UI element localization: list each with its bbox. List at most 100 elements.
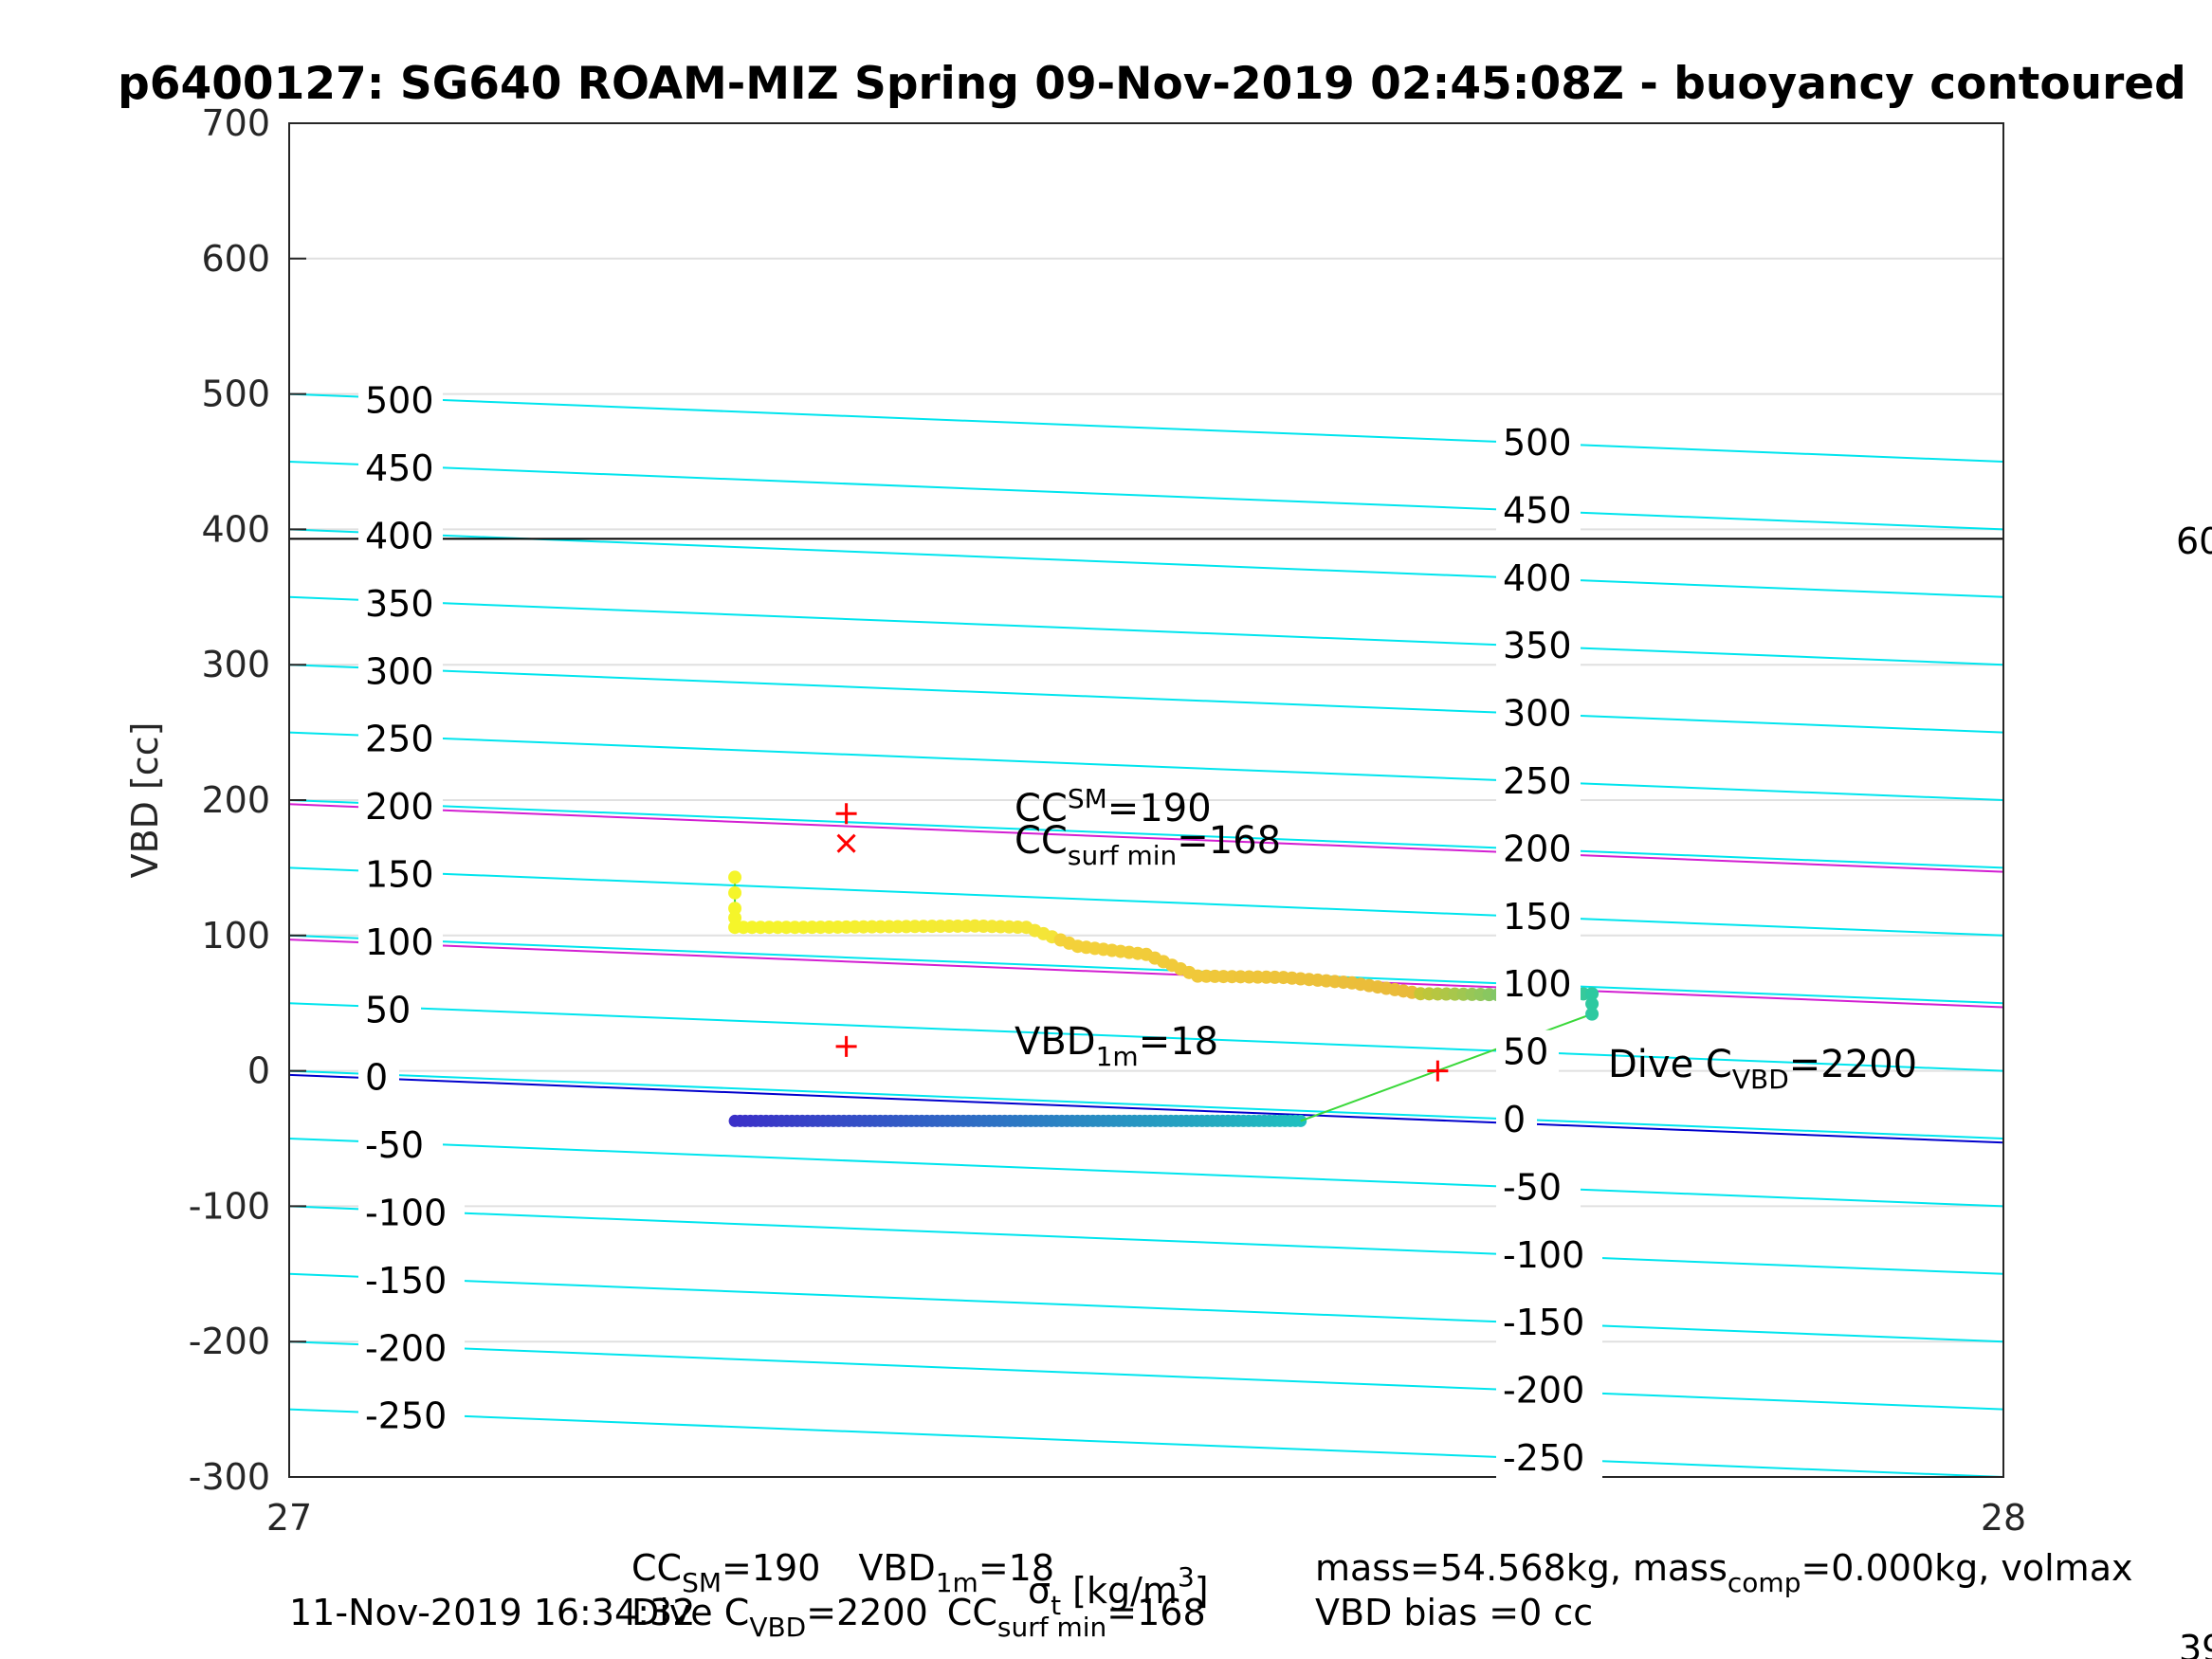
reference-line [289,803,2003,873]
contour-line [289,1408,2003,1477]
contour-label-bg [358,1394,465,1438]
contour-label-right: -100 [1503,1234,1584,1276]
contour-label-bg [358,717,443,761]
contour-label-left: -100 [365,1193,447,1234]
reference-line [289,939,2003,1009]
contour-label-left: 0 [365,1057,388,1099]
contour-label-bg [358,988,421,1032]
contour-label-left: -50 [365,1124,424,1166]
contour-label-bg [358,1055,399,1100]
contour-label-bg [1496,1232,1602,1277]
y-tick-label: -300 [189,1456,270,1498]
right-edge-label-bottom: 39 [2179,1628,2212,1659]
marker-plus [1427,1060,1449,1082]
contour-label-right: 0 [1503,1099,1526,1140]
contour-line [289,1002,2003,1072]
contour-label-bg [358,1191,465,1235]
contour-label-left: -200 [365,1327,447,1369]
y-tick-label: 700 [201,102,270,144]
contour-label-right: 150 [1503,896,1572,938]
contour-label-bg [358,378,443,423]
contour-labels: 5005004504504004003503503003002502502002… [358,378,1602,1481]
contour-line [289,1138,2003,1208]
contour-label-right: 250 [1503,760,1572,802]
annotation-cc-sm: CCSM=190 [1015,783,1212,830]
contour-label-left: 50 [365,989,411,1030]
contour-label-bg [358,581,443,626]
x-tick-label: 28 [1981,1497,2026,1539]
footer-line-1: CCSM=190 VBD1m=18 [631,1547,1054,1598]
contour-line [289,799,2003,869]
contour-label-bg [1496,1098,1537,1142]
contour-label-bg [1496,488,1581,533]
contour-label-right: 500 [1503,422,1572,464]
contour-label-left: 400 [365,516,434,557]
right-edge-label-top: 60 [2176,520,2212,562]
contour-line [289,461,2003,531]
contour-label-right: 350 [1503,625,1572,666]
contour-label-bg [1496,556,1581,600]
contour-label-bg [1496,962,1581,1007]
y-tick-label: 400 [201,508,270,550]
contour-line [289,1069,2003,1139]
contour-label-right: -150 [1503,1302,1584,1343]
contour-line [289,1476,314,1477]
chart-title: p6400127: SG640 ROAM-MIZ Spring 09-Nov-2… [118,58,2186,110]
contour-label-bg [358,514,443,558]
contour-label-right: -50 [1503,1166,1562,1208]
footer-line-2: Dive CVBD=2200 CCsurf min=168 [631,1592,1206,1643]
climb-point [728,870,742,884]
contour-label-bg [1496,827,1581,871]
y-tick-label: 600 [201,238,270,280]
contour-label-bg [1496,894,1581,939]
markers [835,803,1449,1082]
x-axis-label: σt [kg/m3] [1028,1561,1209,1621]
contour-line [289,934,2003,1005]
y-tick-label: -200 [189,1321,270,1362]
contour-label-left: 250 [365,719,434,760]
annotation-dive-c-vbd: Dive CVBD=2200 [1608,1043,1917,1095]
contour-label-left: -250 [365,1395,447,1437]
climb-point [1585,996,1600,1011]
climb-point [728,902,742,916]
y-tick-label: 500 [201,374,270,415]
contour-label-left: 350 [365,583,434,625]
contour-label-right: -250 [1503,1437,1584,1479]
contour-label-right: 50 [1503,1031,1548,1073]
y-axis-label: VBD [cc] [124,722,166,879]
marker-plus [835,803,857,825]
contour-label-bg [1496,421,1581,465]
contour-label-right: 100 [1503,963,1572,1005]
contour-label-bg [1496,1368,1602,1413]
contour-line [289,866,2003,937]
marker-plus [835,1035,857,1057]
contour-label-bg [358,649,443,694]
contour-label-left: 150 [365,854,434,896]
footer-timestamp: 11-Nov-2019 16:34:32 [289,1592,695,1633]
contour-label-left: 450 [365,447,434,489]
contour-label-left: 500 [365,380,434,422]
contour-label-bg [358,920,443,964]
annotation-cc-surf-min: CCsurf min=168 [1015,819,1281,871]
contour-label-bg [1496,691,1581,736]
contour-label-left: -150 [365,1260,447,1302]
climb-point [1585,1007,1600,1021]
contour-line [289,1205,2003,1275]
contour-label-bg [1496,759,1581,804]
x-tick-label: 27 [266,1497,312,1539]
contour-label-bg [358,1258,465,1303]
contour-label-right: 450 [1503,489,1572,531]
y-tick-label: 200 [201,779,270,821]
contour-label-right: 200 [1503,828,1572,869]
contour-label-bg [358,1123,443,1168]
contour-label-bg [358,785,443,830]
contour-line [289,1272,2003,1343]
contour-label-bg [1496,624,1581,668]
contour-label-right: -200 [1503,1370,1584,1412]
contour-line [289,595,2003,666]
contour-line [289,528,2003,598]
contour-label-bg [358,852,443,897]
climb-point [728,885,742,900]
